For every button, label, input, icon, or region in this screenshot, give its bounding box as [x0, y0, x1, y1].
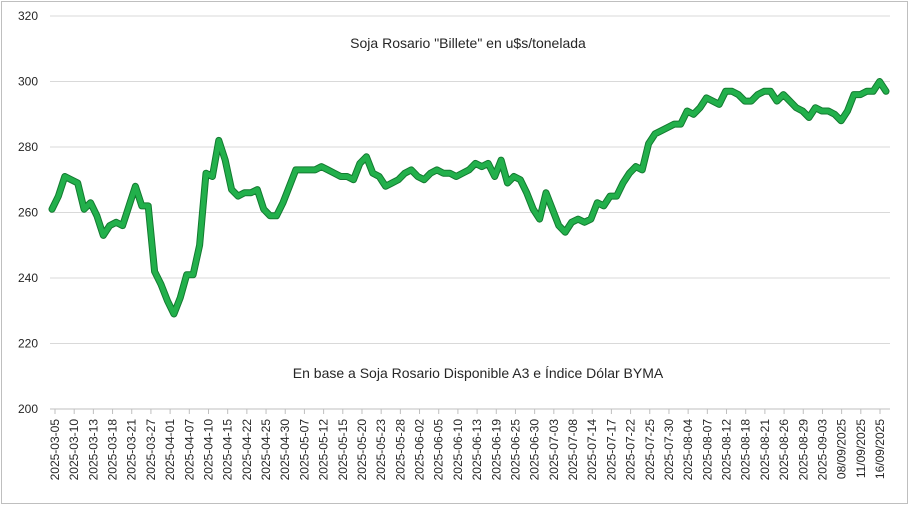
x-tick-label: 08/09/2025 [835, 419, 849, 479]
x-tick-labels: 2025-03-05 2025-03-10 2025-03-13 2025-03-18… [48, 419, 887, 481]
x-tick-label: 2025-08-12 [720, 419, 734, 481]
x-tick-label: 2025-06-13 [470, 419, 484, 481]
x-tick-label: 2025-04-01 [163, 419, 177, 481]
x-tick-label: 2025-03-05 [48, 419, 62, 481]
x-tick-label: 2025-04-15 [221, 419, 235, 481]
x-tick-label: 2025-05-07 [297, 419, 311, 481]
y-tick-label: 260 [18, 206, 38, 220]
x-tick-label: 2025-04-22 [240, 419, 254, 481]
x-tick-label: 2025-08-21 [758, 419, 772, 481]
x-tick-label: 2025-09-03 [815, 419, 829, 481]
x-tick-label: 2025-05-12 [317, 419, 331, 481]
y-tick-label: 220 [18, 337, 38, 351]
x-tick-label: 2025-07-03 [547, 419, 561, 481]
x-tick-label: 2025-08-04 [681, 419, 695, 481]
x-tick-label: 2025-07-14 [585, 419, 599, 481]
x-tick-label: 2025-03-21 [125, 419, 139, 481]
x-tick-label: 2025-03-18 [106, 419, 120, 481]
x-tick-label: 11/09/2025 [854, 419, 868, 478]
series-line [49, 79, 889, 317]
x-tick-label: 2025-03-10 [67, 419, 81, 481]
y-tick-label: 280 [18, 140, 38, 154]
x-tick-label: 2025-06-25 [508, 419, 522, 481]
x-tick-label: 16/09/2025 [873, 419, 887, 479]
x-tick-label: 2025-08-26 [777, 419, 791, 481]
x-tick-label: 2025-08-18 [739, 419, 753, 481]
x-tick-label: 2025-08-29 [796, 419, 810, 481]
x-tick-label: 2025-04-25 [259, 419, 273, 481]
x-tick-label: 2025-08-07 [700, 419, 714, 481]
y-tick-label: 240 [18, 271, 38, 285]
x-tick-label: 2025-07-22 [624, 419, 638, 481]
x-tick-label: 2025-07-08 [566, 419, 580, 481]
x-tick-label: 2025-06-30 [528, 419, 542, 481]
x-tick-label: 2025-03-27 [144, 419, 158, 481]
x-tick-label: 2025-03-13 [86, 419, 100, 481]
x-tick-label: 2025-05-28 [393, 419, 407, 481]
x-tick-label: 2025-04-30 [278, 419, 292, 481]
x-tick-label: 2025-07-30 [662, 419, 676, 481]
gridlines [50, 15, 890, 344]
y-tick-label: 300 [18, 75, 38, 89]
y-tick-label: 200 [18, 402, 38, 416]
chart-title: Soja Rosario "Billete" en u$s/tonelada [350, 35, 586, 51]
x-tick-label: 2025-07-25 [643, 419, 657, 481]
x-tick-label: 2025-06-05 [432, 419, 446, 481]
series-line-shadow [48, 78, 890, 318]
x-tick-label: 2025-06-02 [413, 419, 427, 481]
x-tick-label: 2025-05-15 [336, 419, 350, 481]
x-tick-label: 2025-06-10 [451, 419, 465, 481]
y-tick-labels: 200 220 240 260 280 300 320 [18, 9, 38, 416]
axes [50, 408, 890, 414]
x-tick-label: 2025-05-20 [355, 419, 369, 481]
x-tick-label: 2025-07-17 [604, 419, 618, 481]
x-tick-label: 2025-04-07 [182, 419, 196, 481]
y-tick-label: 320 [18, 9, 38, 23]
chart-subtitle: En base a Soja Rosario Disponible A3 e Í… [293, 365, 664, 381]
x-tick-label: 2025-05-23 [374, 419, 388, 481]
x-tick-label: 2025-04-10 [201, 419, 215, 481]
series-group [48, 78, 890, 318]
x-tick-label: 2025-06-19 [489, 419, 503, 481]
